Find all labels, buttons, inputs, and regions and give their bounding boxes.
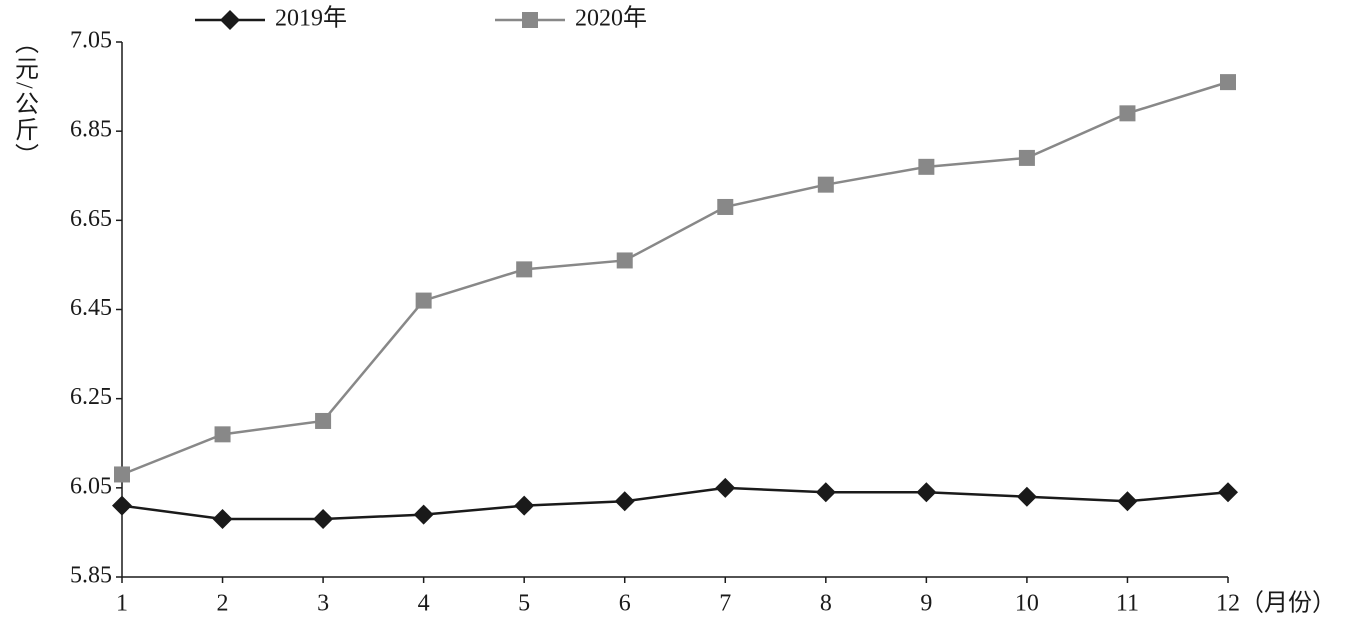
y-tick-label: 6.05: [70, 473, 112, 499]
point: [815, 482, 836, 503]
x-axis-label: （月份）: [1240, 590, 1336, 617]
point: [516, 261, 533, 278]
point: [1218, 482, 1238, 503]
x-tick-label: 10: [1015, 591, 1039, 617]
point: [112, 495, 132, 516]
y-tick-label: 6.25: [70, 384, 112, 410]
x-tick-label: 3: [317, 591, 329, 617]
legend-marker: [522, 12, 538, 28]
point: [1016, 486, 1037, 507]
y-tick-label: 7.05: [70, 28, 112, 54]
point: [1119, 105, 1136, 122]
point: [214, 426, 231, 443]
x-tick-label: 1: [116, 591, 128, 617]
point: [614, 491, 635, 512]
point: [1117, 491, 1138, 512]
x-tick-label: 5: [518, 591, 530, 617]
legend-marker: [220, 10, 240, 30]
point: [616, 252, 633, 269]
series-line: [121, 80, 1229, 476]
y-tick-label: 6.85: [70, 117, 112, 143]
y-tick-label: 6.45: [70, 295, 112, 321]
y-tick-label: 6.65: [70, 206, 112, 232]
point: [916, 482, 937, 503]
point: [413, 504, 434, 525]
point: [415, 292, 432, 309]
point: [1220, 74, 1236, 91]
x-tick-label: 8: [820, 591, 832, 617]
x-tick-label: 4: [418, 591, 430, 617]
legend-label: 2020年: [575, 5, 647, 32]
y-tick-label: 5.85: [70, 563, 112, 589]
x-tick-label: 11: [1116, 591, 1139, 617]
x-tick-label: 7: [719, 591, 731, 617]
point: [212, 509, 233, 530]
point: [817, 176, 834, 193]
point: [717, 198, 734, 215]
point: [514, 495, 535, 516]
x-tick-label: 2: [217, 591, 229, 617]
x-tick-label: 12: [1216, 591, 1240, 617]
x-tick-label: 6: [619, 591, 631, 617]
point: [315, 412, 332, 429]
point: [313, 509, 334, 530]
point: [1018, 149, 1035, 166]
legend-label: 2019年: [275, 5, 347, 32]
point: [114, 466, 130, 483]
series-line: [121, 486, 1229, 521]
x-tick-label: 9: [920, 591, 932, 617]
y-axis-label: （元/公斤）: [10, 30, 38, 169]
point: [918, 158, 935, 175]
point: [715, 477, 736, 498]
